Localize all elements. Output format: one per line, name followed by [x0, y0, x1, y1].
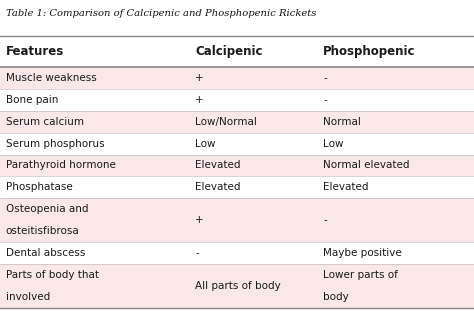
Bar: [0, 67, 474, 89]
Text: +: +: [195, 95, 204, 105]
Bar: [0, 36, 474, 67]
Text: Normal elevated: Normal elevated: [323, 160, 410, 170]
Text: Lower parts of: Lower parts of: [323, 270, 398, 280]
Text: Phosphopenic: Phosphopenic: [323, 45, 416, 58]
Text: Bone pain: Bone pain: [6, 95, 58, 105]
Text: osteitisfibrosa: osteitisfibrosa: [6, 226, 80, 236]
Text: Elevated: Elevated: [323, 182, 369, 193]
Text: body: body: [323, 292, 349, 302]
Text: Dental abscess: Dental abscess: [6, 248, 85, 258]
Text: All parts of body: All parts of body: [195, 281, 281, 291]
Text: Osteopenia and: Osteopenia and: [6, 204, 88, 214]
Text: Normal: Normal: [323, 117, 361, 127]
Bar: [0, 132, 474, 155]
Text: -: -: [323, 95, 327, 105]
Text: Calcipenic: Calcipenic: [195, 45, 263, 58]
Text: Serum calcium: Serum calcium: [6, 117, 84, 127]
Text: Elevated: Elevated: [195, 160, 241, 170]
Text: Elevated: Elevated: [195, 182, 241, 193]
Text: +: +: [195, 215, 204, 225]
Bar: [0, 242, 474, 264]
Bar: [0, 89, 474, 111]
Text: Table 1: Comparison of Calcipenic and Phosphopenic Rickets: Table 1: Comparison of Calcipenic and Ph…: [6, 9, 316, 18]
Text: Serum phosphorus: Serum phosphorus: [6, 139, 104, 149]
Text: Maybe positive: Maybe positive: [323, 248, 402, 258]
Text: Low/Normal: Low/Normal: [195, 117, 257, 127]
Text: involved: involved: [6, 292, 50, 302]
Bar: [0, 198, 474, 242]
Text: Features: Features: [6, 45, 64, 58]
Text: Muscle weakness: Muscle weakness: [6, 73, 96, 83]
Bar: [0, 264, 474, 308]
Bar: [0, 111, 474, 132]
Text: -: -: [323, 73, 327, 83]
Text: Low: Low: [323, 139, 344, 149]
Text: Parathyroid hormone: Parathyroid hormone: [6, 160, 116, 170]
Text: +: +: [195, 73, 204, 83]
Text: Phosphatase: Phosphatase: [6, 182, 73, 193]
Text: Parts of body that: Parts of body that: [6, 270, 99, 280]
Text: -: -: [323, 215, 327, 225]
Bar: [0, 155, 474, 176]
Text: Low: Low: [195, 139, 216, 149]
Bar: [0, 176, 474, 198]
Text: -: -: [195, 248, 199, 258]
